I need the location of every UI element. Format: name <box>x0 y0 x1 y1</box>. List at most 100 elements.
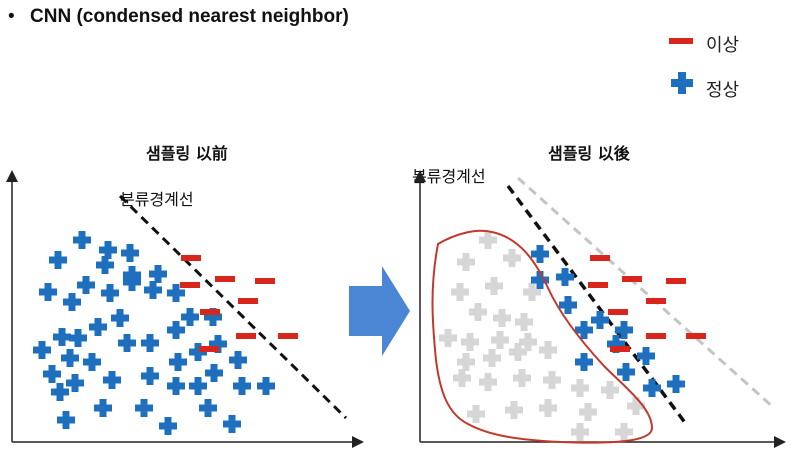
normal-sample-after <box>591 311 609 329</box>
normal-sample-before <box>111 309 129 327</box>
normal-sample-after <box>556 268 574 286</box>
normal-sample-before <box>257 377 275 395</box>
normal-sample-before <box>121 244 139 262</box>
removed-sample <box>457 353 475 371</box>
removed-sample <box>571 423 589 441</box>
normal-sample-after <box>615 321 633 339</box>
normal-sample-before <box>57 411 75 429</box>
normal-sample-before <box>159 417 177 435</box>
normal-sample-before <box>189 343 207 361</box>
anomaly-sample-after <box>686 333 706 339</box>
anomaly-sample-after <box>590 255 610 261</box>
normal-sample-before <box>96 256 114 274</box>
removed-region-outline <box>431 229 654 444</box>
legend-normal-label: 정상 <box>706 80 740 101</box>
removed-sample <box>539 341 557 359</box>
normal-sample-before <box>223 415 241 433</box>
normal-sample-after <box>643 379 661 397</box>
normal-sample-after <box>531 245 549 263</box>
normal-sample-before <box>66 374 84 392</box>
removed-sample <box>627 397 645 415</box>
anomaly-sample-after <box>646 333 666 339</box>
normal-sample-before <box>144 281 162 299</box>
removed-sample <box>457 253 475 271</box>
removed-sample <box>571 379 589 397</box>
normal-sample-before <box>229 351 247 369</box>
normal-sample-before <box>33 341 51 359</box>
anomaly-sample-after <box>622 276 642 282</box>
normal-sample-before <box>43 365 61 383</box>
removed-sample <box>523 283 541 301</box>
removed-sample <box>509 343 527 361</box>
normal-sample-before <box>167 377 185 395</box>
anomaly-sample-after <box>608 309 628 315</box>
normal-sample-before <box>169 353 187 371</box>
removed-sample <box>493 309 511 327</box>
anomaly-sample-before <box>180 282 200 288</box>
removed-sample <box>615 423 633 441</box>
transition-arrow <box>349 266 410 356</box>
anomaly-sample-before <box>181 255 201 261</box>
normal-sample-before <box>94 399 112 417</box>
anomaly-sample-after <box>588 282 608 288</box>
anomaly-sample-before <box>238 298 258 304</box>
panel-title-before: 샘플링 以前 <box>146 144 228 163</box>
legend-normal-marker <box>671 72 693 94</box>
normal-sample-before <box>69 329 87 347</box>
normal-sample-before <box>99 241 117 259</box>
normal-sample-before <box>189 377 207 395</box>
anomaly-sample-before <box>278 333 298 339</box>
removed-sample <box>469 303 487 321</box>
normal-sample-before <box>101 284 119 302</box>
anomaly-sample-before <box>199 346 219 352</box>
anomaly-sample-before <box>215 276 235 282</box>
removed-sample <box>505 401 523 419</box>
anomaly-sample-before <box>236 333 256 339</box>
normal-sample-before <box>199 399 217 417</box>
normal-sample-before <box>141 334 159 352</box>
normal-sample-after <box>607 335 625 353</box>
removed-sample <box>485 277 503 295</box>
normal-sample-after <box>637 347 655 365</box>
removed-sample <box>461 333 479 351</box>
normal-sample-before <box>63 293 81 311</box>
normal-sample-after <box>667 375 685 393</box>
removed-sample <box>451 283 469 301</box>
removed-sample <box>491 331 509 349</box>
normal-sample-before <box>73 231 91 249</box>
removed-sample <box>479 231 497 249</box>
bullet-point: • <box>8 6 15 27</box>
anomaly-sample-after <box>646 298 666 304</box>
removed-sample <box>513 369 531 387</box>
normal-sample-after <box>531 271 549 289</box>
removed-sample <box>519 333 537 351</box>
normal-sample-before <box>103 371 121 389</box>
normal-sample-before <box>61 349 79 367</box>
removed-sample <box>601 381 619 399</box>
normal-sample-after <box>559 296 577 314</box>
panel-title-after: 샘플링 以後 <box>548 144 630 163</box>
normal-sample-before <box>167 321 185 339</box>
normal-sample-before <box>77 276 95 294</box>
legend-anomaly-label: 이상 <box>706 35 740 56</box>
normal-sample-before <box>83 353 101 371</box>
normal-sample-before <box>53 328 71 346</box>
slide-heading: • CNN (condensed nearest neighbor) <box>8 6 349 28</box>
normal-sample-before <box>141 367 159 385</box>
legend-anomaly-marker <box>669 38 693 44</box>
normal-sample-before <box>181 308 199 326</box>
normal-sample-before <box>204 308 222 326</box>
decision-boundary-before <box>118 194 348 420</box>
boundary-label-before: 분류경계선 <box>120 190 194 209</box>
normal-sample-before <box>49 251 67 269</box>
decision-boundary-after <box>506 184 688 426</box>
normal-sample-before <box>149 265 167 283</box>
boundary-label-after: 분류경계선 <box>412 167 486 186</box>
normal-sample-after <box>575 321 593 339</box>
normal-sample-before <box>167 284 185 302</box>
removed-sample <box>467 405 485 423</box>
removed-sample <box>479 373 497 391</box>
original-boundary-ghost <box>516 176 776 410</box>
heading-text: CNN (condensed nearest neighbor) <box>30 6 349 27</box>
removed-sample <box>453 369 471 387</box>
